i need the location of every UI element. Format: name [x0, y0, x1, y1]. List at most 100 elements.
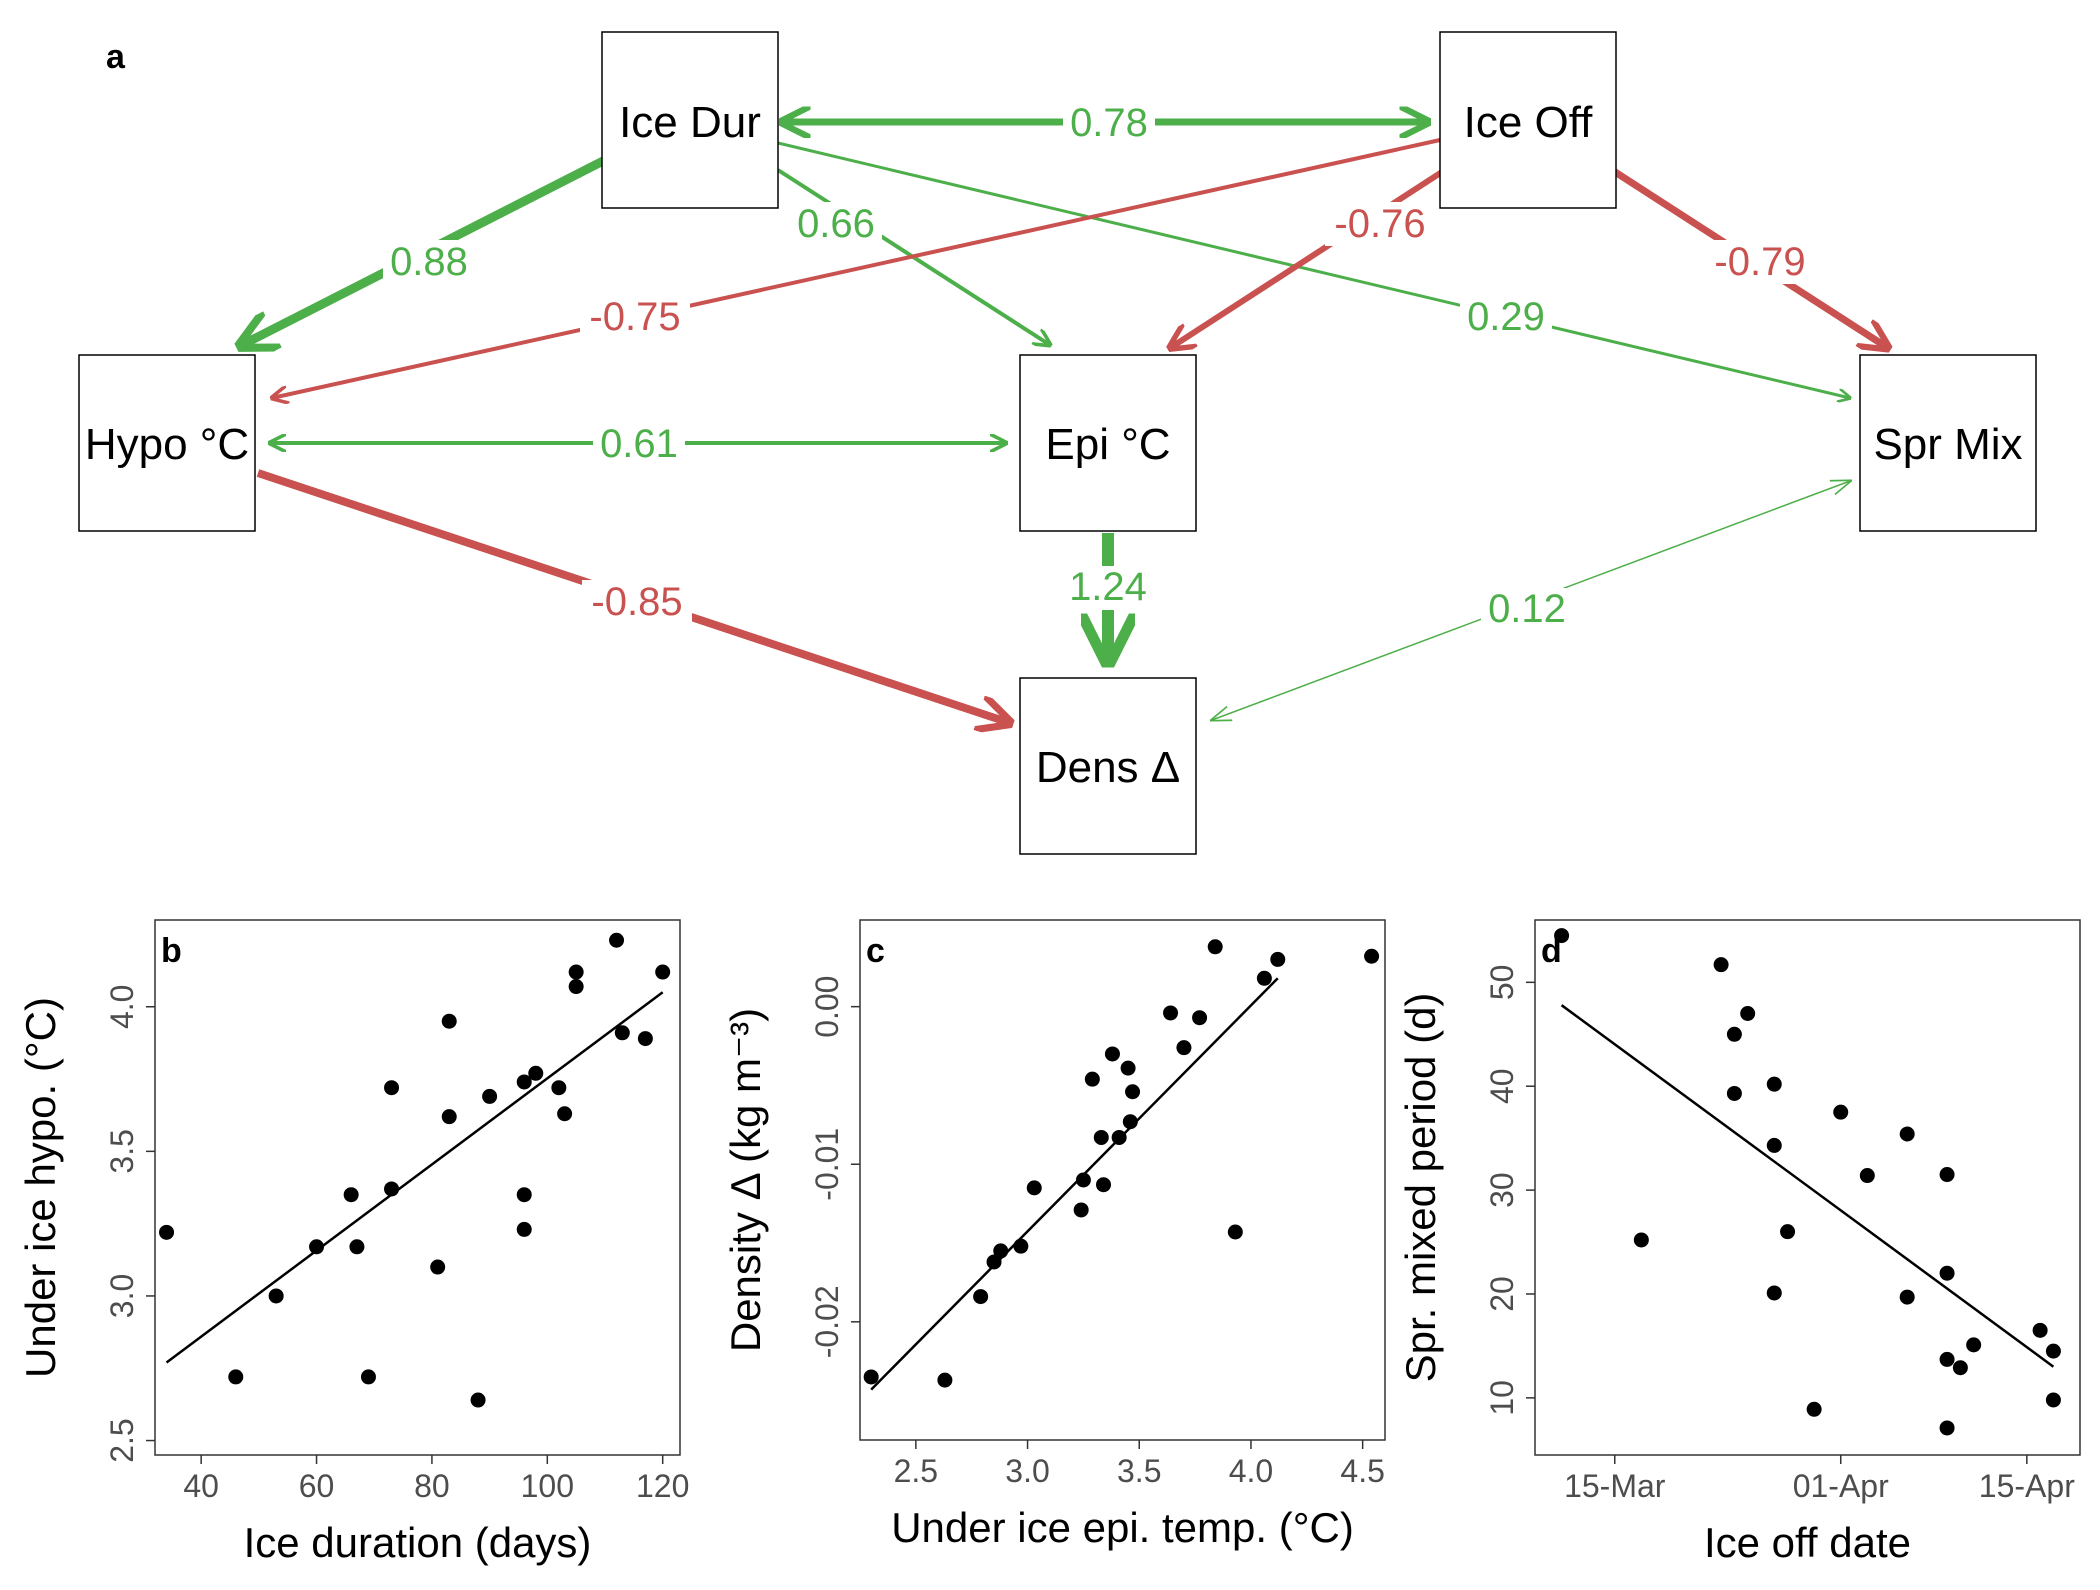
- data-point: [1633, 1232, 1649, 1248]
- data-point: [1726, 1026, 1742, 1042]
- y-tick-label: 4.0: [104, 985, 140, 1029]
- x-tick-label: 01-Apr: [1793, 1468, 1889, 1504]
- data-point: [430, 1259, 446, 1275]
- data-point: [1026, 1180, 1042, 1196]
- edge-labels: 0.78 0.88 0.66 0.29 -0.75 -0.76 -0.79 0.…: [383, 100, 1815, 632]
- data-point: [993, 1243, 1009, 1259]
- edge-label-hypo-dens: -0.85: [591, 580, 682, 624]
- x-tick-label: 15-Mar: [1564, 1468, 1666, 1504]
- edge-label-icedur-hypo: 0.88: [390, 240, 468, 284]
- node-hypo: Hypo °C: [78, 354, 256, 532]
- data-point: [1939, 1265, 1955, 1281]
- y-tick-label: 10: [1484, 1380, 1520, 1416]
- data-point: [482, 1088, 498, 1104]
- data-point: [557, 1106, 573, 1122]
- y-tick-label: -0.02: [809, 1285, 845, 1358]
- panel-c-scatter: c 2.5 3.0 3.5 4.0 4.5 -0.02 -0.01 0.00 Under ice …: [722, 919, 1386, 1551]
- data-point: [1766, 1285, 1782, 1301]
- data-point: [1096, 1177, 1112, 1193]
- y-tick-label: 0.00: [809, 976, 845, 1038]
- y-tick-label: 40: [1484, 1068, 1520, 1104]
- data-point: [863, 1369, 879, 1385]
- data-point: [551, 1080, 567, 1096]
- y-axis-title: Spr. mixed period (d): [1397, 993, 1444, 1383]
- y-tick-label: 30: [1484, 1172, 1520, 1208]
- data-point: [159, 1224, 175, 1240]
- data-point: [1207, 939, 1223, 955]
- data-point: [1554, 928, 1570, 944]
- data-point: [614, 1025, 630, 1041]
- data-point: [1726, 1085, 1742, 1101]
- y-axis-title: Under ice hypo. (°C): [17, 997, 64, 1378]
- x-axis-title: Under ice epi. temp. (°C): [891, 1504, 1354, 1551]
- data-point: [384, 1080, 400, 1096]
- edge-label-icedur-sprmix: 0.29: [1467, 295, 1545, 339]
- node-ice-off: Ice Off: [1439, 31, 1617, 209]
- data-point: [1780, 1224, 1796, 1240]
- data-point: [568, 979, 584, 995]
- node-label-dens: Dens Δ: [1036, 743, 1180, 792]
- y-tick-label: 50: [1484, 965, 1520, 1001]
- node-dens: Dens Δ: [1019, 677, 1197, 855]
- edge-icedur-sprmix: [777, 141, 1850, 398]
- panel-d-scatter: d 15-Mar 01-Apr 15-Apr 10 20 30 40 50 Ice off dat…: [1397, 919, 2081, 1566]
- data-point: [441, 1109, 457, 1125]
- data-point: [973, 1289, 989, 1305]
- data-point: [1111, 1129, 1127, 1145]
- data-point: [516, 1187, 532, 1203]
- y-tick-label: 3.0: [104, 1274, 140, 1318]
- data-point: [1122, 1114, 1138, 1130]
- data-point: [1364, 948, 1380, 964]
- node-label-hypo: Hypo °C: [85, 420, 249, 469]
- data-point: [1104, 1046, 1120, 1062]
- node-label-epi: Epi °C: [1045, 420, 1170, 469]
- x-tick-label: 3.5: [1117, 1453, 1161, 1489]
- x-tick-label: 2.5: [894, 1453, 938, 1489]
- data-point: [268, 1288, 284, 1304]
- x-tick-label: 100: [521, 1468, 574, 1504]
- edge-label-sprmix-dens: 0.12: [1488, 587, 1566, 631]
- y-tick-label: 20: [1484, 1276, 1520, 1312]
- data-point: [516, 1221, 532, 1237]
- edge-label-icedur-epi: 0.66: [797, 202, 875, 246]
- edge-label-iceoff-sprmix: -0.79: [1714, 240, 1805, 284]
- data-point: [1899, 1289, 1915, 1305]
- data-point: [384, 1181, 400, 1197]
- y-axis-title: Density Δ (kg m⁻³): [722, 1008, 769, 1352]
- data-point: [655, 964, 671, 980]
- data-point: [986, 1254, 1002, 1270]
- data-point: [609, 932, 625, 948]
- data-point: [1084, 1071, 1100, 1087]
- panel-letter-a: a: [106, 38, 126, 76]
- panel-c-frame: [859, 919, 1386, 1441]
- data-point: [1966, 1337, 1982, 1353]
- y-tick-label: -0.01: [809, 1128, 845, 1201]
- data-point: [1227, 1224, 1243, 1240]
- panel-letter-b: b: [161, 932, 182, 970]
- data-point: [1125, 1084, 1141, 1100]
- node-label-ice-off: Ice Off: [1464, 98, 1594, 147]
- data-point: [349, 1239, 365, 1255]
- x-axis-title: Ice duration (days): [244, 1519, 592, 1566]
- panel-b-frame: [154, 919, 681, 1456]
- data-point: [1120, 1060, 1136, 1076]
- panel-letter-c: c: [866, 932, 885, 970]
- data-point: [343, 1187, 359, 1203]
- data-point: [637, 1031, 653, 1047]
- data-point: [2045, 1343, 2061, 1359]
- data-point: [516, 1074, 532, 1090]
- x-tick-label: 120: [636, 1468, 689, 1504]
- data-point: [1075, 1172, 1091, 1188]
- data-point: [1270, 951, 1286, 967]
- data-point: [2045, 1392, 2061, 1408]
- data-point: [1939, 1420, 1955, 1436]
- data-point: [1013, 1238, 1029, 1254]
- edge-label-icedur-iceoff: 0.78: [1070, 101, 1148, 145]
- data-point: [1859, 1168, 1875, 1184]
- x-tick-label: 80: [414, 1468, 450, 1504]
- panel-b-scatter: b 40 60 80 100 120 2.5 3.0 3.5 4.0 Ice duration (d…: [17, 919, 689, 1566]
- fit-line: [1560, 1004, 2055, 1368]
- node-label-spr-mix: Spr Mix: [1873, 420, 2022, 469]
- data-point: [309, 1239, 325, 1255]
